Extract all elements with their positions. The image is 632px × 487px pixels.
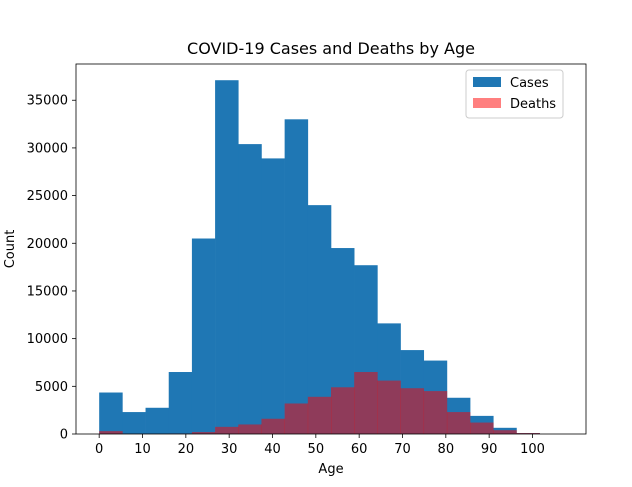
cases-bar [168,372,193,434]
x-tick-label: 80 [438,442,455,457]
x-tick-label: 90 [481,442,498,457]
x-tick-label: 40 [264,442,281,457]
deaths-bar [191,432,216,434]
cases-bar [215,80,239,435]
cases-bar [122,412,146,434]
x-axis-label: Age [318,462,343,477]
deaths-bar [446,412,471,434]
deaths-bar [284,403,309,434]
y-tick-label: 30000 [27,141,68,156]
x-tick-label: 70 [394,442,411,457]
cases-bar [261,158,285,434]
deaths-bar [400,388,425,434]
x-tick-label: 60 [351,442,368,457]
x-tick-label: 20 [178,442,195,457]
series-cases [99,80,540,435]
deaths-bar [261,418,285,434]
y-tick-label: 5000 [35,380,68,395]
legend: Cases Deaths [465,69,564,119]
deaths-bar [516,433,540,434]
deaths-bar [377,380,401,434]
y-axis-label: Count [3,230,18,269]
x-tick-label: 0 [95,442,103,457]
x-tick-label: 10 [134,442,151,457]
cases-bar [307,205,332,434]
deaths-bar [423,391,448,434]
bars-layer [99,80,540,435]
legend-swatch-cases [473,77,501,87]
y-tick-label: 25000 [27,189,68,204]
chart-title: COVID-19 Cases and Deaths by Age [187,39,475,58]
deaths-bar [307,396,332,434]
cases-bar [145,407,170,434]
cases-bar [191,238,216,434]
series-deaths [99,372,540,434]
plot-frame [75,63,587,435]
deaths-bar [238,424,262,434]
deaths-bar [470,422,494,434]
legend-swatch-deaths [473,98,501,108]
cases-bar [99,392,123,434]
cases-bar [284,119,309,435]
deaths-bar [99,431,123,434]
legend-label-deaths: Deaths [510,97,556,112]
y-tick-label: 35000 [27,94,68,109]
x-tick-label: 50 [308,442,325,457]
deaths-bar [331,387,355,434]
deaths-bar [215,426,239,434]
y-tick-label: 20000 [27,237,68,252]
axes-layer: 0 10 20 30 40 50 60 70 80 90 100 0 5000 10000 15000 200… [27,63,587,457]
cases-bar [238,144,262,434]
y-tick-label: 15000 [27,284,68,299]
deaths-bar [354,372,378,434]
deaths-bar [493,430,517,434]
x-tick-label: 100 [520,442,545,457]
y-tick-label: 10000 [27,332,68,347]
legend-label-cases: Cases [510,76,549,91]
y-tick-label: 0 [60,428,68,443]
x-tick-label: 30 [221,442,238,457]
